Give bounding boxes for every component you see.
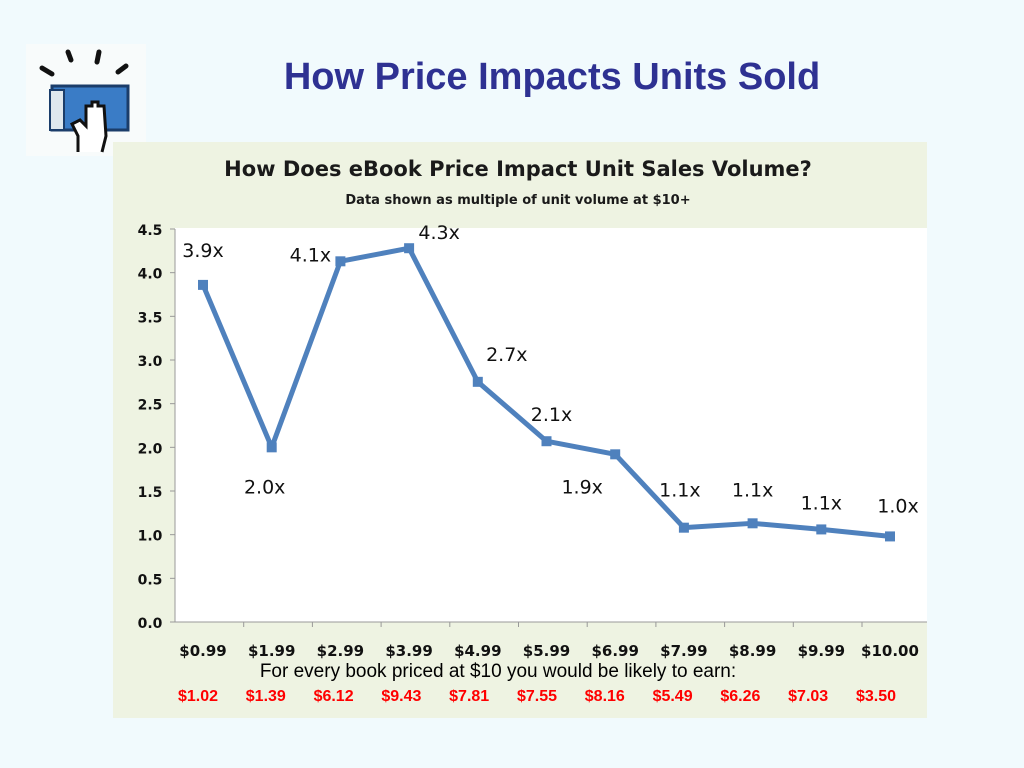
earnings-value: $7.55 bbox=[516, 688, 558, 705]
earnings-value: $1.39 bbox=[245, 688, 286, 705]
x-tick-label: $4.99 bbox=[454, 642, 501, 660]
x-tick-label: $10.00 bbox=[861, 642, 919, 660]
data-label: 1.1x bbox=[732, 479, 773, 501]
data-point bbox=[610, 449, 621, 460]
y-tick-label: 2.5 bbox=[138, 398, 163, 414]
data-label: 4.3x bbox=[418, 222, 459, 244]
data-point bbox=[472, 376, 483, 387]
data-point bbox=[747, 518, 758, 529]
data-point bbox=[404, 243, 415, 254]
data-point bbox=[266, 442, 277, 453]
line-chart: How Does eBook Price Impact Unit Sales V… bbox=[138, 157, 927, 660]
data-label: 4.1x bbox=[290, 244, 331, 266]
y-tick-label: 3.0 bbox=[138, 354, 163, 370]
data-point bbox=[816, 524, 827, 535]
x-tick-label: $3.99 bbox=[385, 642, 432, 660]
x-tick-label: $6.99 bbox=[591, 642, 638, 660]
data-label: 1.1x bbox=[659, 480, 700, 502]
earnings-value: $7.03 bbox=[788, 688, 829, 705]
data-point bbox=[678, 522, 689, 533]
x-tick-label: $5.99 bbox=[523, 642, 570, 660]
data-label: 2.0x bbox=[244, 476, 285, 498]
earnings-caption: For every book priced at $10 you would b… bbox=[259, 661, 737, 682]
chart-subtitle: Data shown as multiple of unit volume at… bbox=[345, 193, 690, 208]
y-tick-label: 1.0 bbox=[138, 529, 163, 545]
y-tick-label: 0.5 bbox=[138, 572, 163, 588]
data-point bbox=[335, 256, 346, 267]
y-tick-label: 4.0 bbox=[138, 267, 163, 283]
plot-area bbox=[175, 228, 927, 622]
y-tick-label: 3.5 bbox=[138, 310, 163, 326]
x-tick-label: $2.99 bbox=[317, 642, 364, 660]
data-label: 2.1x bbox=[531, 404, 572, 426]
hand-on-book-icon bbox=[26, 44, 146, 156]
slide-title: How Price Impacts Units Sold bbox=[283, 56, 821, 98]
data-point bbox=[198, 279, 208, 290]
x-tick-label: $0.99 bbox=[179, 642, 226, 660]
earnings-value: $6.26 bbox=[720, 688, 761, 705]
x-tick-label: $9.99 bbox=[798, 642, 845, 660]
earnings-value: $1.02 bbox=[177, 688, 219, 705]
y-tick-label: 2.0 bbox=[138, 441, 163, 457]
data-label: 1.0x bbox=[877, 495, 918, 517]
earnings-value: $8.16 bbox=[584, 688, 625, 705]
data-label: 3.9x bbox=[182, 240, 223, 262]
y-tick-label: 1.5 bbox=[138, 485, 163, 501]
data-label: 2.7x bbox=[486, 344, 527, 366]
data-label: 1.9x bbox=[561, 476, 602, 498]
earnings-value: $3.50 bbox=[855, 688, 897, 705]
y-tick-label: 4.5 bbox=[138, 223, 163, 239]
earnings-value: $7.81 bbox=[449, 688, 490, 705]
data-point bbox=[541, 436, 552, 447]
x-tick-label: $1.99 bbox=[248, 642, 295, 660]
chart-panel: How Does eBook Price Impact Unit Sales V… bbox=[113, 142, 927, 718]
chart-title: How Does eBook Price Impact Unit Sales V… bbox=[224, 157, 812, 181]
y-tick-label: 0.0 bbox=[138, 616, 163, 632]
data-label: 1.1x bbox=[801, 492, 842, 514]
earnings-value: $9.43 bbox=[381, 688, 422, 705]
data-point bbox=[885, 531, 895, 542]
x-tick-label: $7.99 bbox=[660, 642, 707, 660]
x-tick-label: $8.99 bbox=[729, 642, 776, 660]
earnings-value: $5.49 bbox=[652, 688, 693, 705]
earnings-value: $6.12 bbox=[313, 688, 354, 705]
